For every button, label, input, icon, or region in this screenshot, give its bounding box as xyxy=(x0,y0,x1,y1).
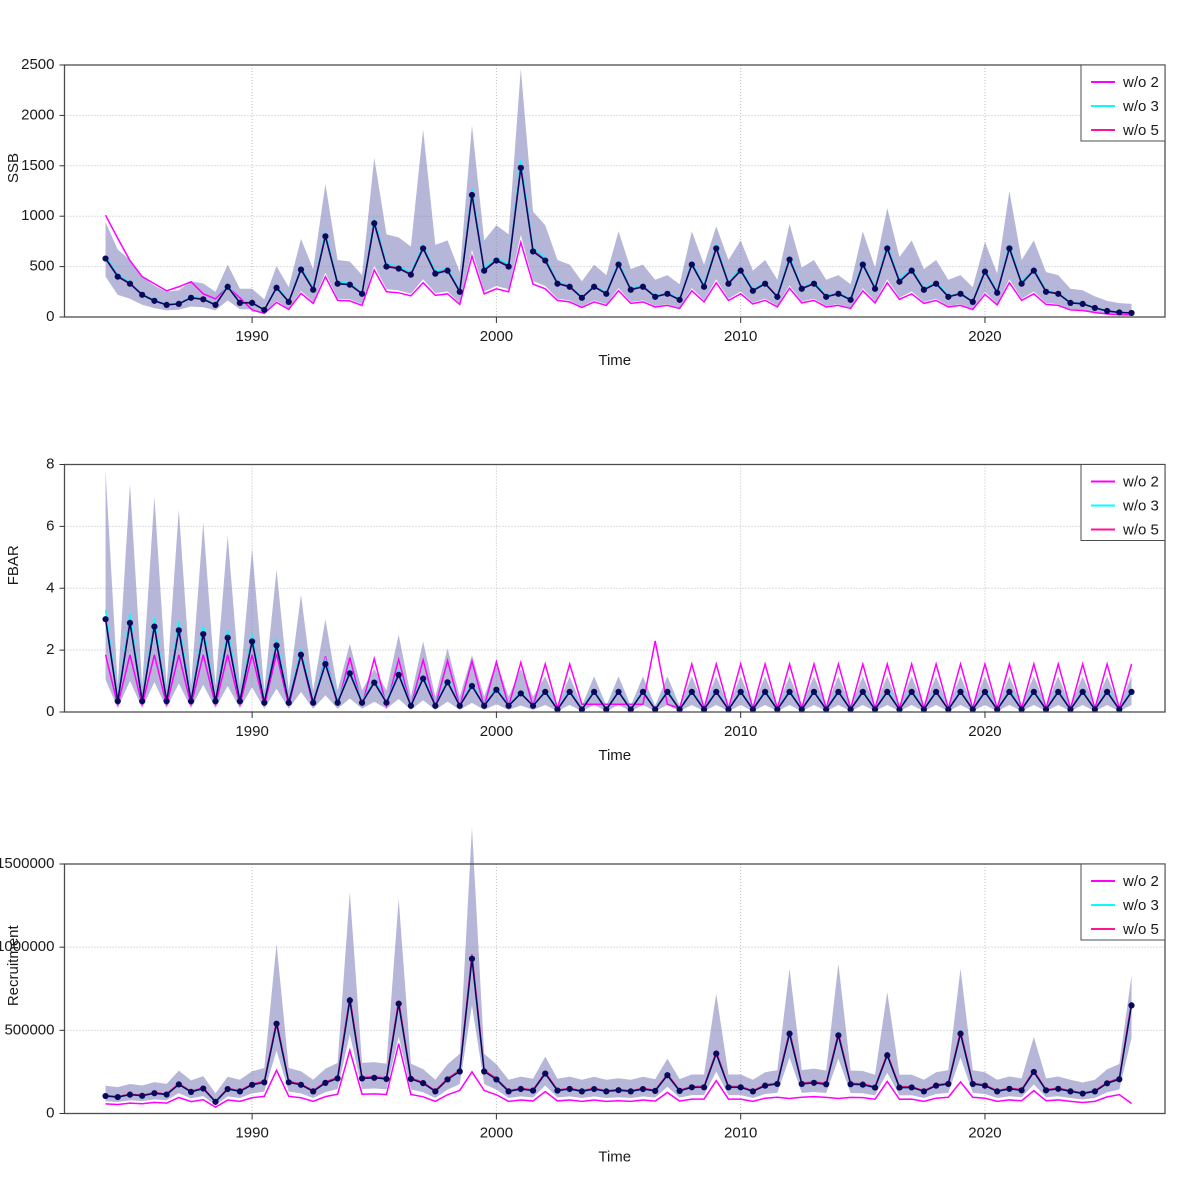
svg-text:1000: 1000 xyxy=(21,207,54,224)
svg-text:2020: 2020 xyxy=(968,1125,1001,1142)
svg-text:1990: 1990 xyxy=(235,1125,268,1142)
svg-text:w/o 3: w/o 3 xyxy=(1122,98,1159,115)
svg-text:w/o 3: w/o 3 xyxy=(1122,498,1159,515)
svg-text:2000: 2000 xyxy=(480,723,513,740)
svg-text:Time: Time xyxy=(598,747,631,764)
svg-text:Time: Time xyxy=(598,1149,631,1166)
svg-text:0: 0 xyxy=(46,703,54,720)
svg-text:1500: 1500 xyxy=(21,157,54,174)
svg-text:2000: 2000 xyxy=(21,106,54,123)
svg-text:2010: 2010 xyxy=(724,328,757,345)
svg-text:0: 0 xyxy=(46,1105,54,1122)
svg-text:4: 4 xyxy=(46,579,54,596)
svg-text:2010: 2010 xyxy=(724,1125,757,1142)
svg-text:2020: 2020 xyxy=(968,723,1001,740)
svg-text:6: 6 xyxy=(46,517,54,534)
svg-text:w/o 5: w/o 5 xyxy=(1122,921,1159,938)
svg-text:8: 8 xyxy=(46,456,54,473)
svg-text:w/o 3: w/o 3 xyxy=(1122,897,1159,914)
svg-text:FBAR: FBAR xyxy=(5,545,22,585)
svg-text:2020: 2020 xyxy=(968,328,1001,345)
svg-text:Time: Time xyxy=(598,352,631,369)
svg-text:Recruitment: Recruitment xyxy=(5,924,22,1006)
svg-text:SSB: SSB xyxy=(5,153,22,183)
svg-text:w/o 2: w/o 2 xyxy=(1122,474,1159,491)
svg-text:2500: 2500 xyxy=(21,56,54,73)
svg-text:2000: 2000 xyxy=(480,1125,513,1142)
svg-text:1990: 1990 xyxy=(235,723,268,740)
svg-text:2: 2 xyxy=(46,641,54,658)
svg-text:2000: 2000 xyxy=(480,328,513,345)
svg-text:0: 0 xyxy=(46,308,54,325)
svg-text:w/o 5: w/o 5 xyxy=(1122,122,1159,139)
svg-text:500: 500 xyxy=(29,258,54,275)
svg-text:w/o 2: w/o 2 xyxy=(1122,74,1159,91)
svg-text:2010: 2010 xyxy=(724,723,757,740)
svg-text:1500000: 1500000 xyxy=(0,855,55,872)
svg-text:1990: 1990 xyxy=(235,328,268,345)
svg-text:w/o 5: w/o 5 xyxy=(1122,522,1159,539)
svg-text:500000: 500000 xyxy=(4,1021,54,1038)
svg-text:w/o 2: w/o 2 xyxy=(1122,873,1159,890)
